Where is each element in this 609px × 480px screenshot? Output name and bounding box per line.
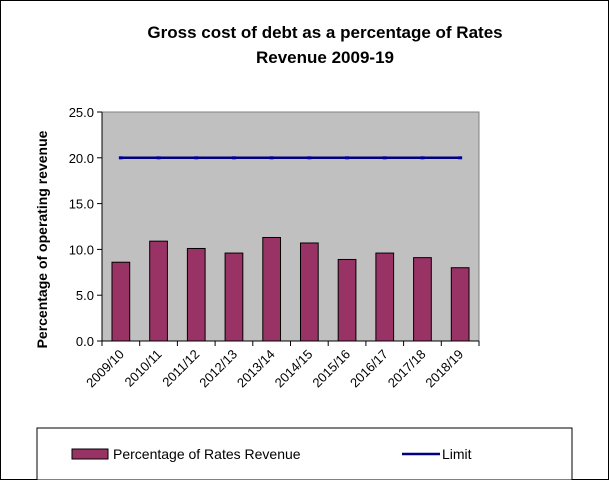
chart-title-line-2: Revenue 2009-19 bbox=[256, 48, 394, 67]
chart-title-line-1: Gross cost of debt as a percentage of Ra… bbox=[147, 23, 502, 42]
legend-box bbox=[36, 427, 573, 480]
legend-label-bars: Percentage of Rates Revenue bbox=[113, 446, 301, 462]
bar-2018-19 bbox=[450, 267, 470, 342]
x-tick-label: 2017/18 bbox=[385, 347, 429, 391]
y-tick-label: 20.0 bbox=[69, 151, 94, 166]
legend-label-line: Limit bbox=[442, 446, 472, 462]
y-tick-label: 10.0 bbox=[69, 242, 94, 257]
x-tick-label: 2014/15 bbox=[272, 347, 316, 391]
bar-2009-10 bbox=[111, 261, 131, 342]
bar-2010-11 bbox=[149, 240, 168, 342]
bar-2016-17 bbox=[375, 252, 395, 342]
x-tick-label: 2013/14 bbox=[234, 347, 278, 391]
legend: Percentage of Rates Revenue Limit bbox=[36, 427, 573, 480]
x-tick-label: 2015/16 bbox=[309, 347, 353, 391]
bar-2013-14 bbox=[262, 236, 282, 342]
y-tick-label: 25.0 bbox=[69, 105, 94, 120]
x-tick-label: 2012/13 bbox=[196, 347, 240, 391]
x-tick-label: 2018/19 bbox=[422, 347, 466, 391]
bar-2011-12 bbox=[186, 247, 206, 342]
x-tick-label: 2009/10 bbox=[83, 347, 127, 391]
y-tick-label: 5.0 bbox=[76, 288, 94, 303]
bar-2012-13 bbox=[224, 252, 244, 342]
y-axis-label: Percentage of operating revenue bbox=[34, 130, 50, 348]
y-tick-label: 15.0 bbox=[69, 197, 94, 212]
x-tick-label: 2016/17 bbox=[347, 347, 391, 391]
bar-2017-18 bbox=[413, 257, 432, 342]
bar-2015-16 bbox=[337, 258, 357, 342]
y-tick-label: 0.0 bbox=[76, 334, 94, 349]
legend-swatch-bars bbox=[71, 448, 109, 460]
x-tick-label: 2011/12 bbox=[159, 347, 202, 390]
x-tick-label: 2010/11 bbox=[122, 347, 165, 390]
bar-2014-15 bbox=[299, 242, 319, 342]
